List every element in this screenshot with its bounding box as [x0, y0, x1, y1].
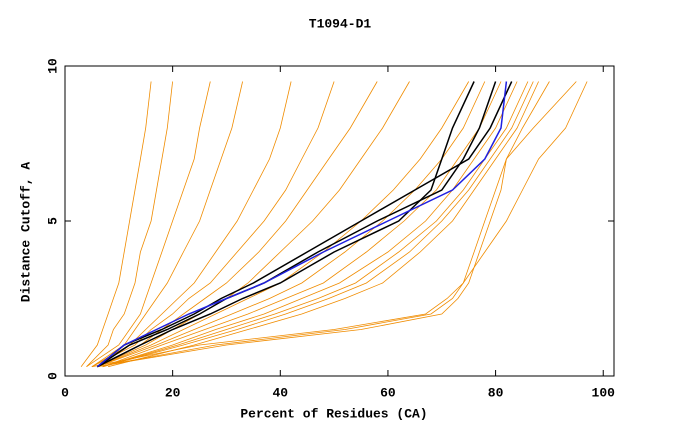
- curve: [97, 81, 550, 368]
- curve: [91, 81, 292, 368]
- curve: [97, 81, 486, 368]
- x-tick-label: 60: [380, 385, 396, 400]
- x-tick-label: 40: [272, 385, 288, 400]
- y-tick-label: 5: [45, 217, 60, 225]
- curve: [91, 81, 335, 368]
- curve: [108, 81, 539, 368]
- curve: [102, 81, 502, 368]
- curve: [86, 81, 211, 368]
- curve: [96, 81, 513, 368]
- curve: [97, 81, 577, 368]
- curve: [96, 81, 475, 368]
- x-tick-label: 20: [165, 385, 181, 400]
- y-axis-label: Distance Cutoff, A: [18, 162, 33, 303]
- y-tick-label: 10: [45, 58, 60, 74]
- x-tick-label: 80: [488, 385, 504, 400]
- curve: [80, 81, 152, 367]
- curve: [96, 81, 508, 368]
- curve: [102, 81, 529, 368]
- curve: [91, 81, 588, 368]
- x-tick-label: 100: [592, 385, 616, 400]
- curve: [86, 81, 173, 367]
- chart-title: T1094-D1: [309, 16, 372, 31]
- x-tick-label: 0: [61, 385, 69, 400]
- y-tick-label: 0: [45, 372, 60, 380]
- curve: [102, 81, 534, 368]
- x-axis-label: Percent of Residues (CA): [240, 406, 427, 421]
- curve: [102, 81, 518, 368]
- curve: [91, 81, 243, 368]
- curve: [96, 81, 497, 368]
- curve: [97, 81, 378, 368]
- curve: [97, 81, 470, 368]
